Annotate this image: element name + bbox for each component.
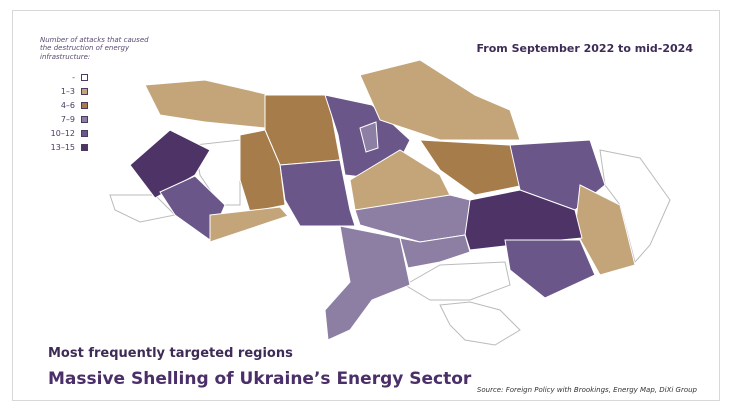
legend-label: 10–12	[50, 128, 75, 138]
legend-item: -	[48, 70, 88, 84]
region	[504, 239, 596, 299]
region	[419, 139, 526, 196]
frame	[12, 10, 720, 401]
title: Massive Shelling of Ukraine’s Energy Sec…	[48, 369, 472, 389]
region	[359, 59, 521, 141]
legend-title: Number of attacks that caused the destru…	[40, 36, 149, 61]
legend-swatch	[81, 129, 88, 137]
legend-swatch	[81, 87, 88, 95]
region	[279, 159, 356, 227]
legend-label: 7–9	[60, 114, 75, 124]
legend-label: 1–3	[60, 86, 75, 96]
subtitle: Most frequently targeted regions	[48, 346, 293, 361]
region	[439, 301, 521, 346]
legend-swatch	[81, 115, 88, 123]
legend-item: 7–9	[48, 112, 88, 126]
legend-swatch	[81, 73, 88, 81]
legend-label: 13–15	[50, 142, 75, 152]
legend: - 1–3 4–6 7–9 10–12 13–15	[48, 70, 88, 154]
region	[239, 129, 286, 213]
region	[324, 225, 411, 341]
region	[144, 79, 271, 129]
region	[404, 261, 511, 301]
region	[399, 234, 471, 269]
region	[599, 149, 671, 264]
region	[109, 194, 177, 223]
legend-label: -	[72, 72, 75, 82]
region	[209, 206, 289, 243]
legend-item: 4–6	[48, 98, 88, 112]
region	[129, 129, 211, 199]
region	[359, 121, 379, 153]
legend-item: 10–12	[48, 126, 88, 140]
legend-item: 1–3	[48, 84, 88, 98]
legend-swatch	[81, 101, 88, 109]
legend-item: 13–15	[48, 140, 88, 154]
legend-swatch	[81, 143, 88, 151]
source: Source: Foreign Policy with Brookings, E…	[476, 386, 697, 394]
period: From September 2022 to mid-2024	[476, 42, 694, 55]
legend-label: 4–6	[60, 100, 75, 110]
